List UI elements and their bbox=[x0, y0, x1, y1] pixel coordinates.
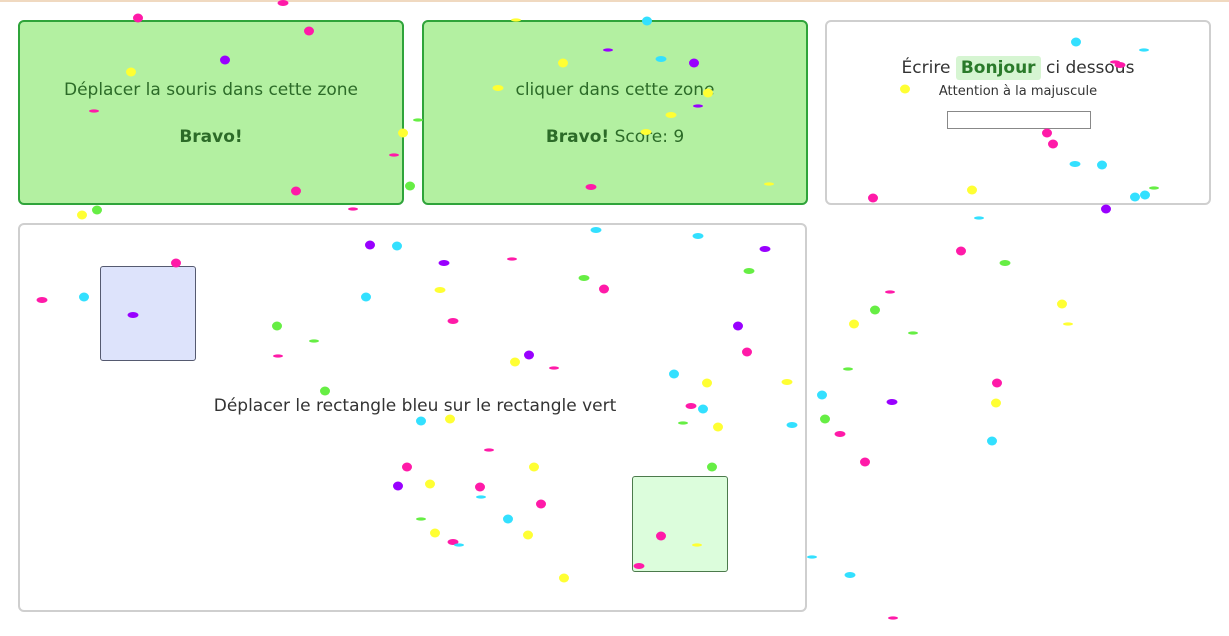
confetti-piece bbox=[992, 378, 1002, 388]
confetti-piece bbox=[1101, 204, 1111, 214]
type-zone: Écrire Bonjour ci dessous Attention à la… bbox=[825, 20, 1211, 205]
confetti-piece bbox=[886, 399, 898, 405]
click-zone-score: Score: 9 bbox=[614, 127, 685, 147]
drag-zone: Déplacer le rectangle bleu sur le rectan… bbox=[18, 223, 807, 612]
confetti-piece bbox=[956, 246, 966, 256]
confetti-piece bbox=[987, 436, 997, 446]
click-zone-status: Bravo! bbox=[545, 127, 610, 147]
confetti-piece bbox=[820, 414, 830, 424]
confetti-piece bbox=[348, 207, 358, 211]
confetti-piece bbox=[999, 260, 1011, 266]
target-green-rectangle bbox=[632, 476, 728, 572]
type-zone-hint: Attention à la majuscule bbox=[938, 84, 1098, 99]
confetti-piece bbox=[860, 457, 870, 467]
confetti-piece bbox=[405, 181, 415, 191]
confetti-piece bbox=[991, 398, 1001, 408]
hover-zone-status: Bravo! bbox=[179, 127, 243, 147]
confetti-piece bbox=[834, 431, 846, 437]
confetti-piece bbox=[843, 367, 853, 371]
click-zone[interactable]: cliquer dans cette zone Bravo! Score: 9 bbox=[422, 20, 808, 205]
top-border bbox=[0, 0, 1229, 2]
confetti-piece bbox=[92, 205, 102, 215]
confetti-piece bbox=[908, 331, 918, 335]
confetti-piece bbox=[870, 305, 880, 315]
prompt-after: ci dessous bbox=[1045, 58, 1135, 78]
type-zone-prompt: Écrire Bonjour ci dessous bbox=[827, 56, 1209, 80]
prompt-before: Écrire bbox=[901, 58, 951, 78]
confetti-piece bbox=[77, 210, 87, 220]
hover-zone[interactable]: Déplacer la souris dans cette zone Bravo… bbox=[18, 20, 404, 205]
confetti-piece bbox=[974, 216, 984, 220]
confetti-piece bbox=[807, 555, 817, 559]
drag-zone-instruction: Déplacer le rectangle bleu sur le rectan… bbox=[213, 396, 617, 416]
confetti-piece bbox=[888, 616, 898, 620]
confetti-piece bbox=[885, 290, 895, 294]
word-input[interactable] bbox=[947, 111, 1091, 129]
confetti-piece bbox=[1057, 299, 1067, 309]
confetti-piece bbox=[1063, 322, 1073, 326]
target-word: Bonjour bbox=[955, 56, 1041, 80]
click-zone-result: Bravo! Score: 9 bbox=[424, 127, 806, 147]
click-zone-instruction: cliquer dans cette zone bbox=[515, 80, 715, 100]
confetti-piece bbox=[817, 390, 827, 400]
confetti-piece bbox=[844, 572, 856, 578]
hover-zone-instruction: Déplacer la souris dans cette zone bbox=[63, 80, 359, 100]
draggable-blue-rectangle[interactable] bbox=[100, 266, 196, 361]
confetti-piece bbox=[849, 319, 859, 329]
